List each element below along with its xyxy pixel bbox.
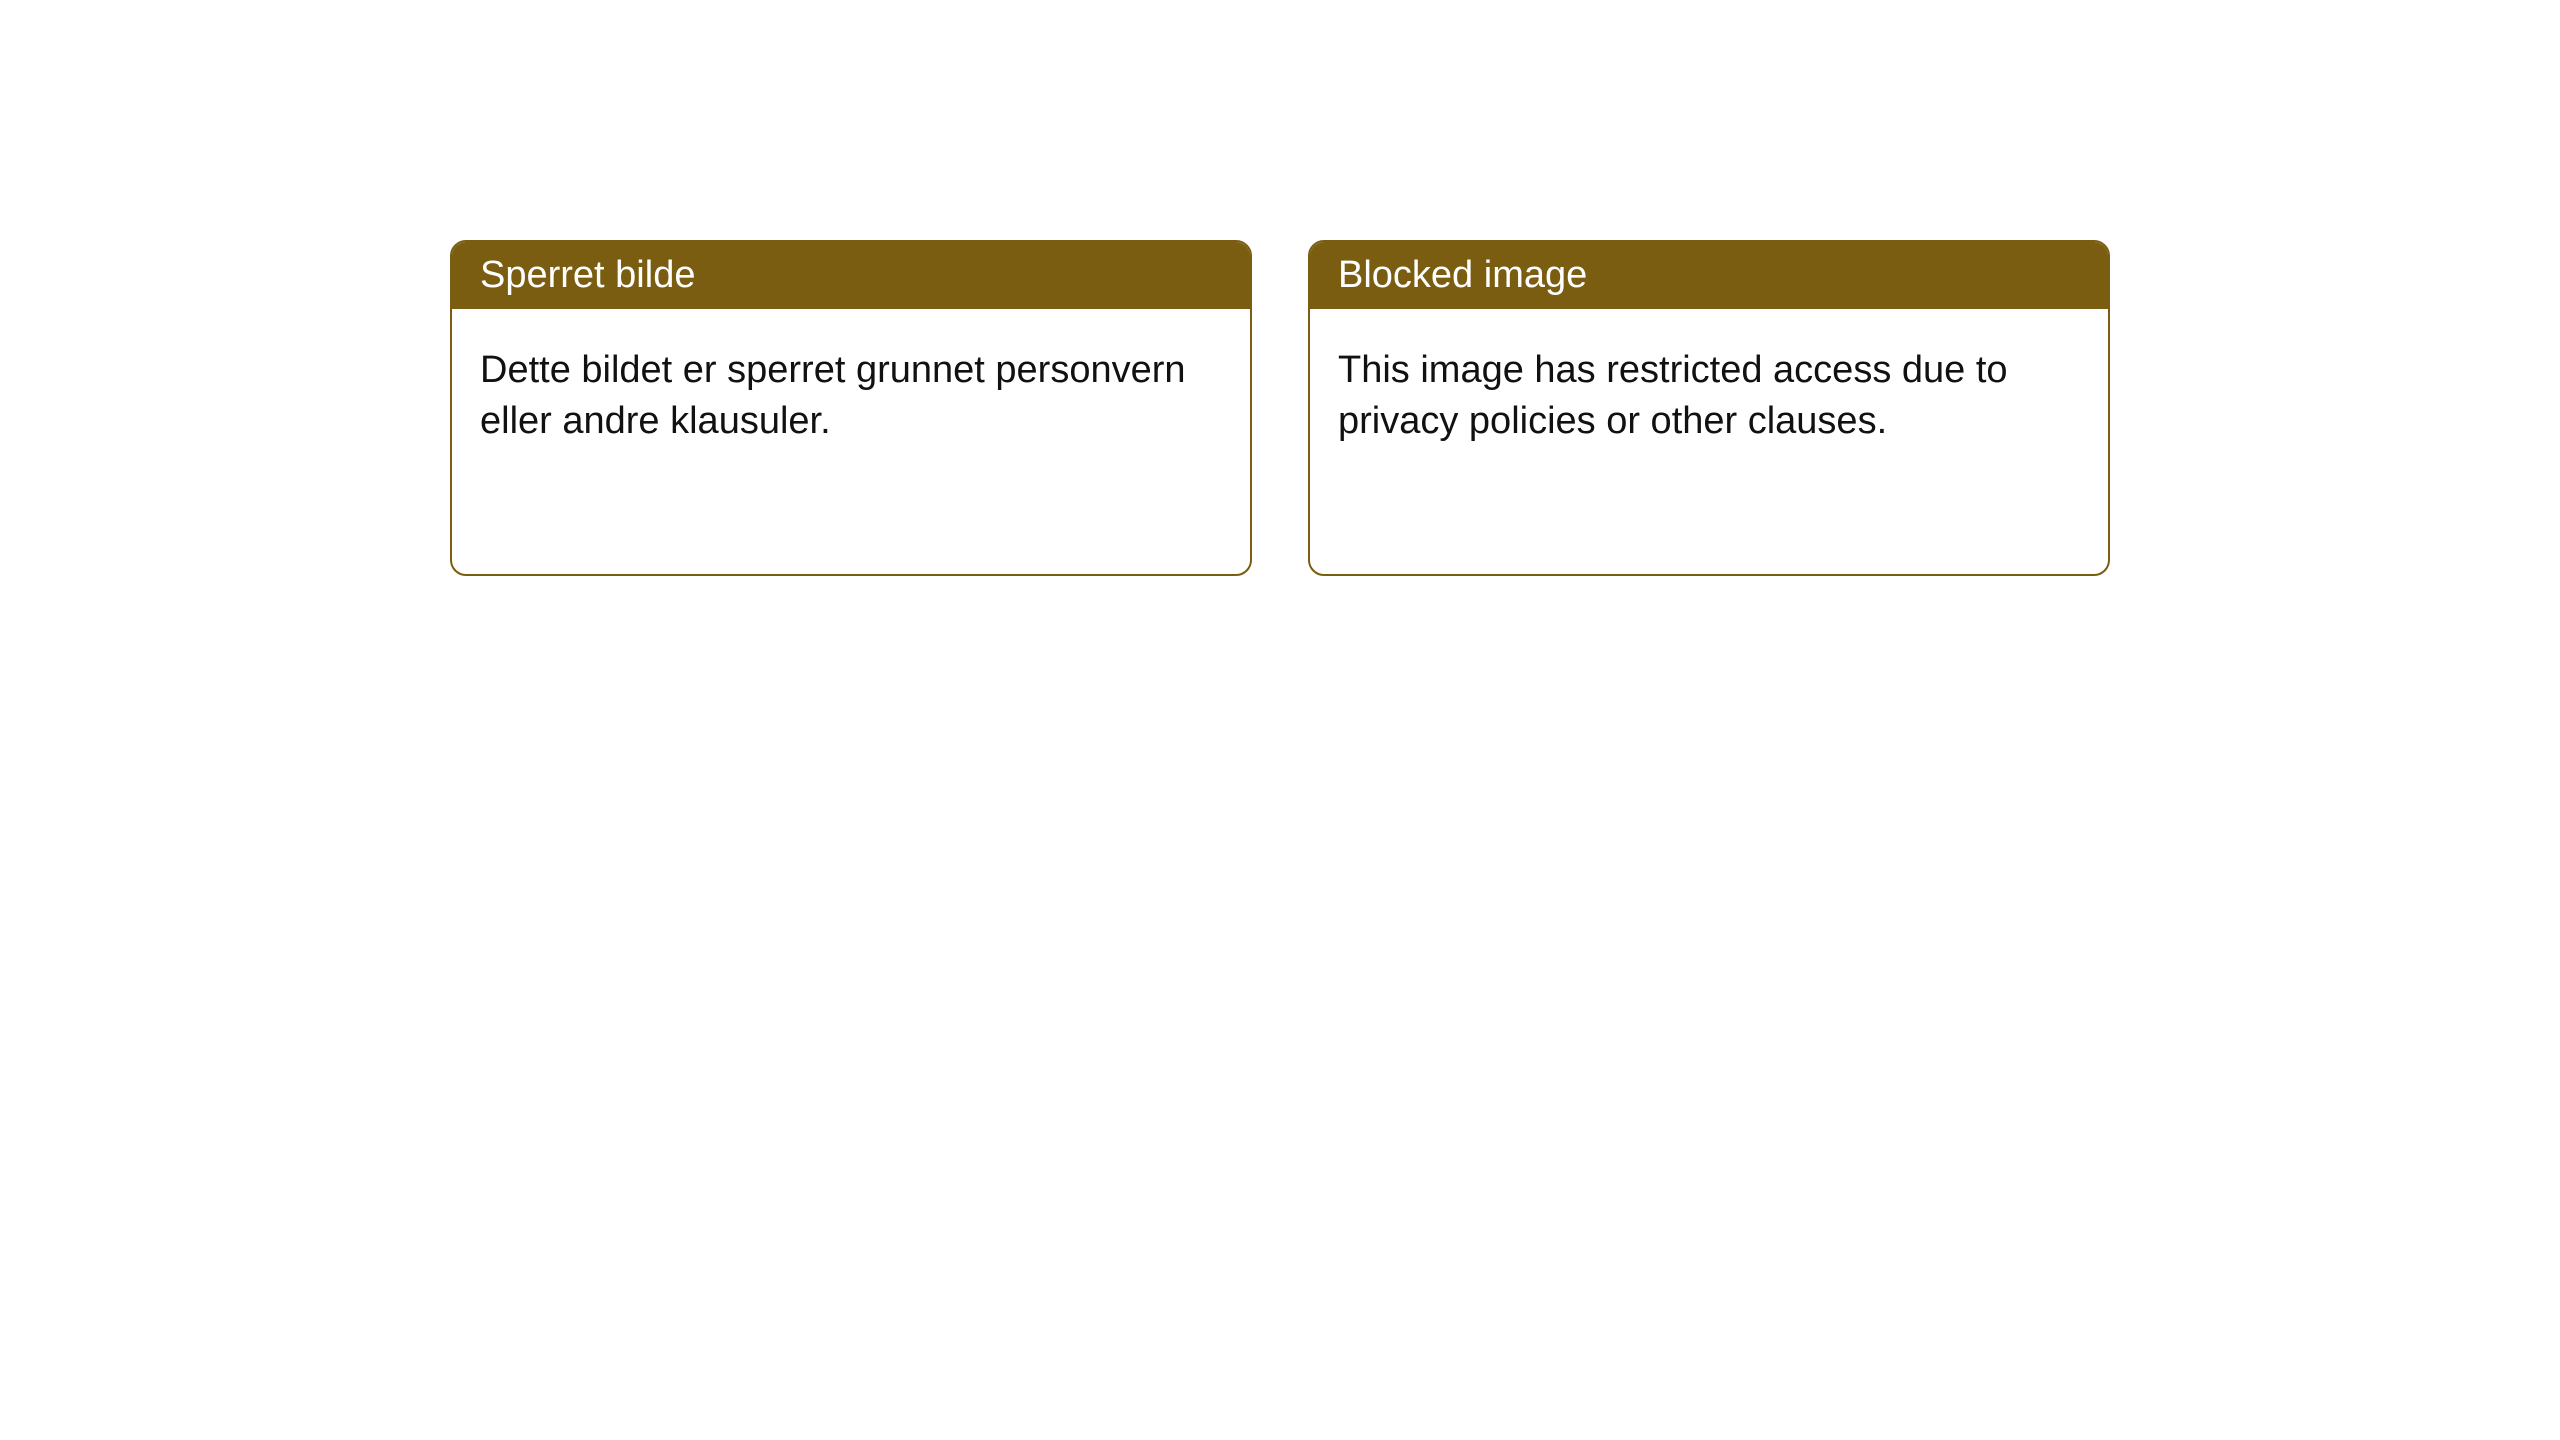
notice-card-english: Blocked image This image has restricted … <box>1308 240 2110 576</box>
notice-title: Sperret bilde <box>452 242 1250 309</box>
notice-body: Dette bildet er sperret grunnet personve… <box>452 309 1250 484</box>
notice-card-norwegian: Sperret bilde Dette bildet er sperret gr… <box>450 240 1252 576</box>
notice-container: Sperret bilde Dette bildet er sperret gr… <box>0 0 2560 576</box>
notice-title: Blocked image <box>1310 242 2108 309</box>
notice-body: This image has restricted access due to … <box>1310 309 2108 484</box>
